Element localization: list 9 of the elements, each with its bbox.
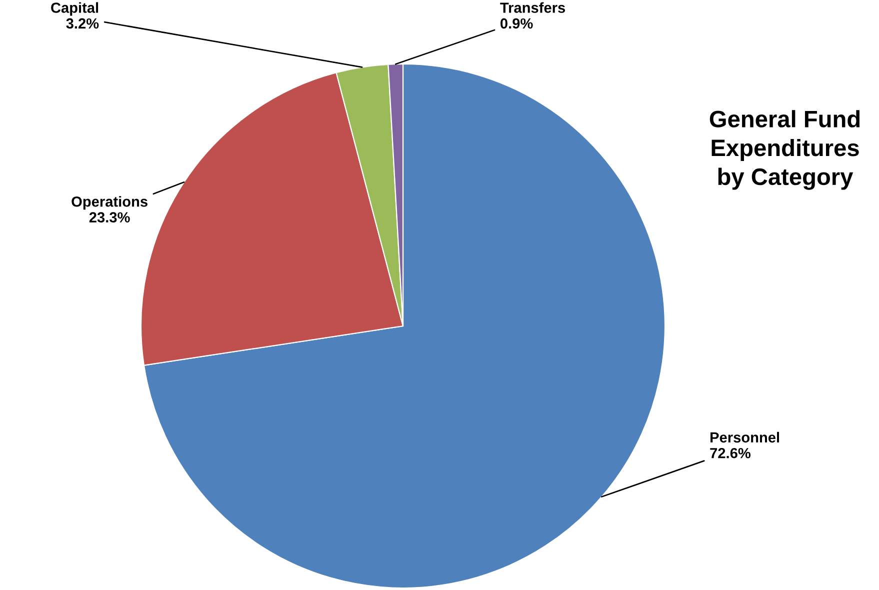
- slice-label: Operations: [72, 196, 148, 210]
- data-label: 23.3%: [89, 212, 130, 223]
- data-label: 0.9%: [500, 18, 533, 29]
- data-label: 3.2%: [66, 18, 99, 29]
- data-label: 72.6%: [710, 448, 751, 458]
- slice-label: Personnel: [710, 432, 780, 443]
- slice-label: Transfers: [500, 2, 566, 13]
- slice-label: Capital: [51, 2, 98, 16]
- text: General Fund Expenditures by Category: [710, 110, 860, 190]
